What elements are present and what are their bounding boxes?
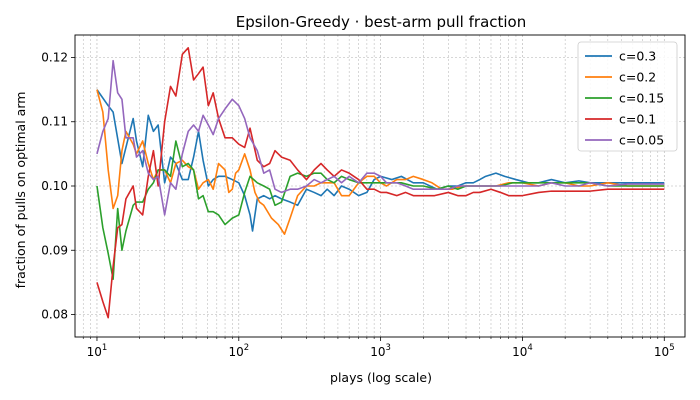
- legend-label: c=0.3: [619, 49, 656, 64]
- series-line-1: [96, 89, 665, 232]
- x-tick-label-exponent: 4: [527, 343, 532, 353]
- legend-label: c=0.1: [619, 112, 656, 127]
- legend-label: c=0.2: [619, 70, 656, 85]
- series-line-4: [96, 47, 665, 319]
- y-tick-label: 0.08: [41, 308, 68, 322]
- plot-area-series: [96, 47, 665, 319]
- x-tick-label-base: 10: [512, 345, 527, 359]
- x-tick-label-base: 10: [370, 345, 385, 359]
- x-tick-label-base: 10: [654, 345, 669, 359]
- x-tick-label: 103: [370, 343, 391, 359]
- legend-label: c=0.05: [619, 133, 664, 148]
- chart-title: Epsilon-Greedy · best-arm pull fraction: [236, 13, 527, 31]
- y-axis-label: fraction of pulls on optimal arm: [13, 92, 28, 289]
- legend-label: c=0.15: [619, 91, 664, 106]
- x-tick-label: 105: [654, 343, 675, 359]
- series-line-5: [96, 59, 665, 216]
- x-tick-label-exponent: 3: [386, 343, 391, 353]
- x-tick-label: 101: [87, 343, 108, 359]
- x-tick-label-exponent: 1: [102, 343, 107, 353]
- legend: c=0.3 c=0.2 c=0.15 c=0.1 c=0.05: [577, 41, 678, 152]
- y-tick-label: 0.10: [41, 179, 68, 193]
- y-tick-label: 0.12: [41, 50, 68, 64]
- x-tick-label: 102: [228, 343, 249, 359]
- x-tick-label-exponent: 5: [669, 343, 674, 353]
- legend-box: [577, 41, 678, 152]
- y-tick-label: 0.11: [41, 115, 68, 129]
- x-tick-label-base: 10: [87, 345, 102, 359]
- x-axis-label: plays (log scale): [330, 370, 432, 385]
- x-tick-label: 104: [512, 343, 533, 359]
- x-tick-label-base: 10: [228, 345, 243, 359]
- x-tick-label-exponent: 2: [244, 343, 249, 353]
- y-tick-label: 0.09: [41, 243, 68, 257]
